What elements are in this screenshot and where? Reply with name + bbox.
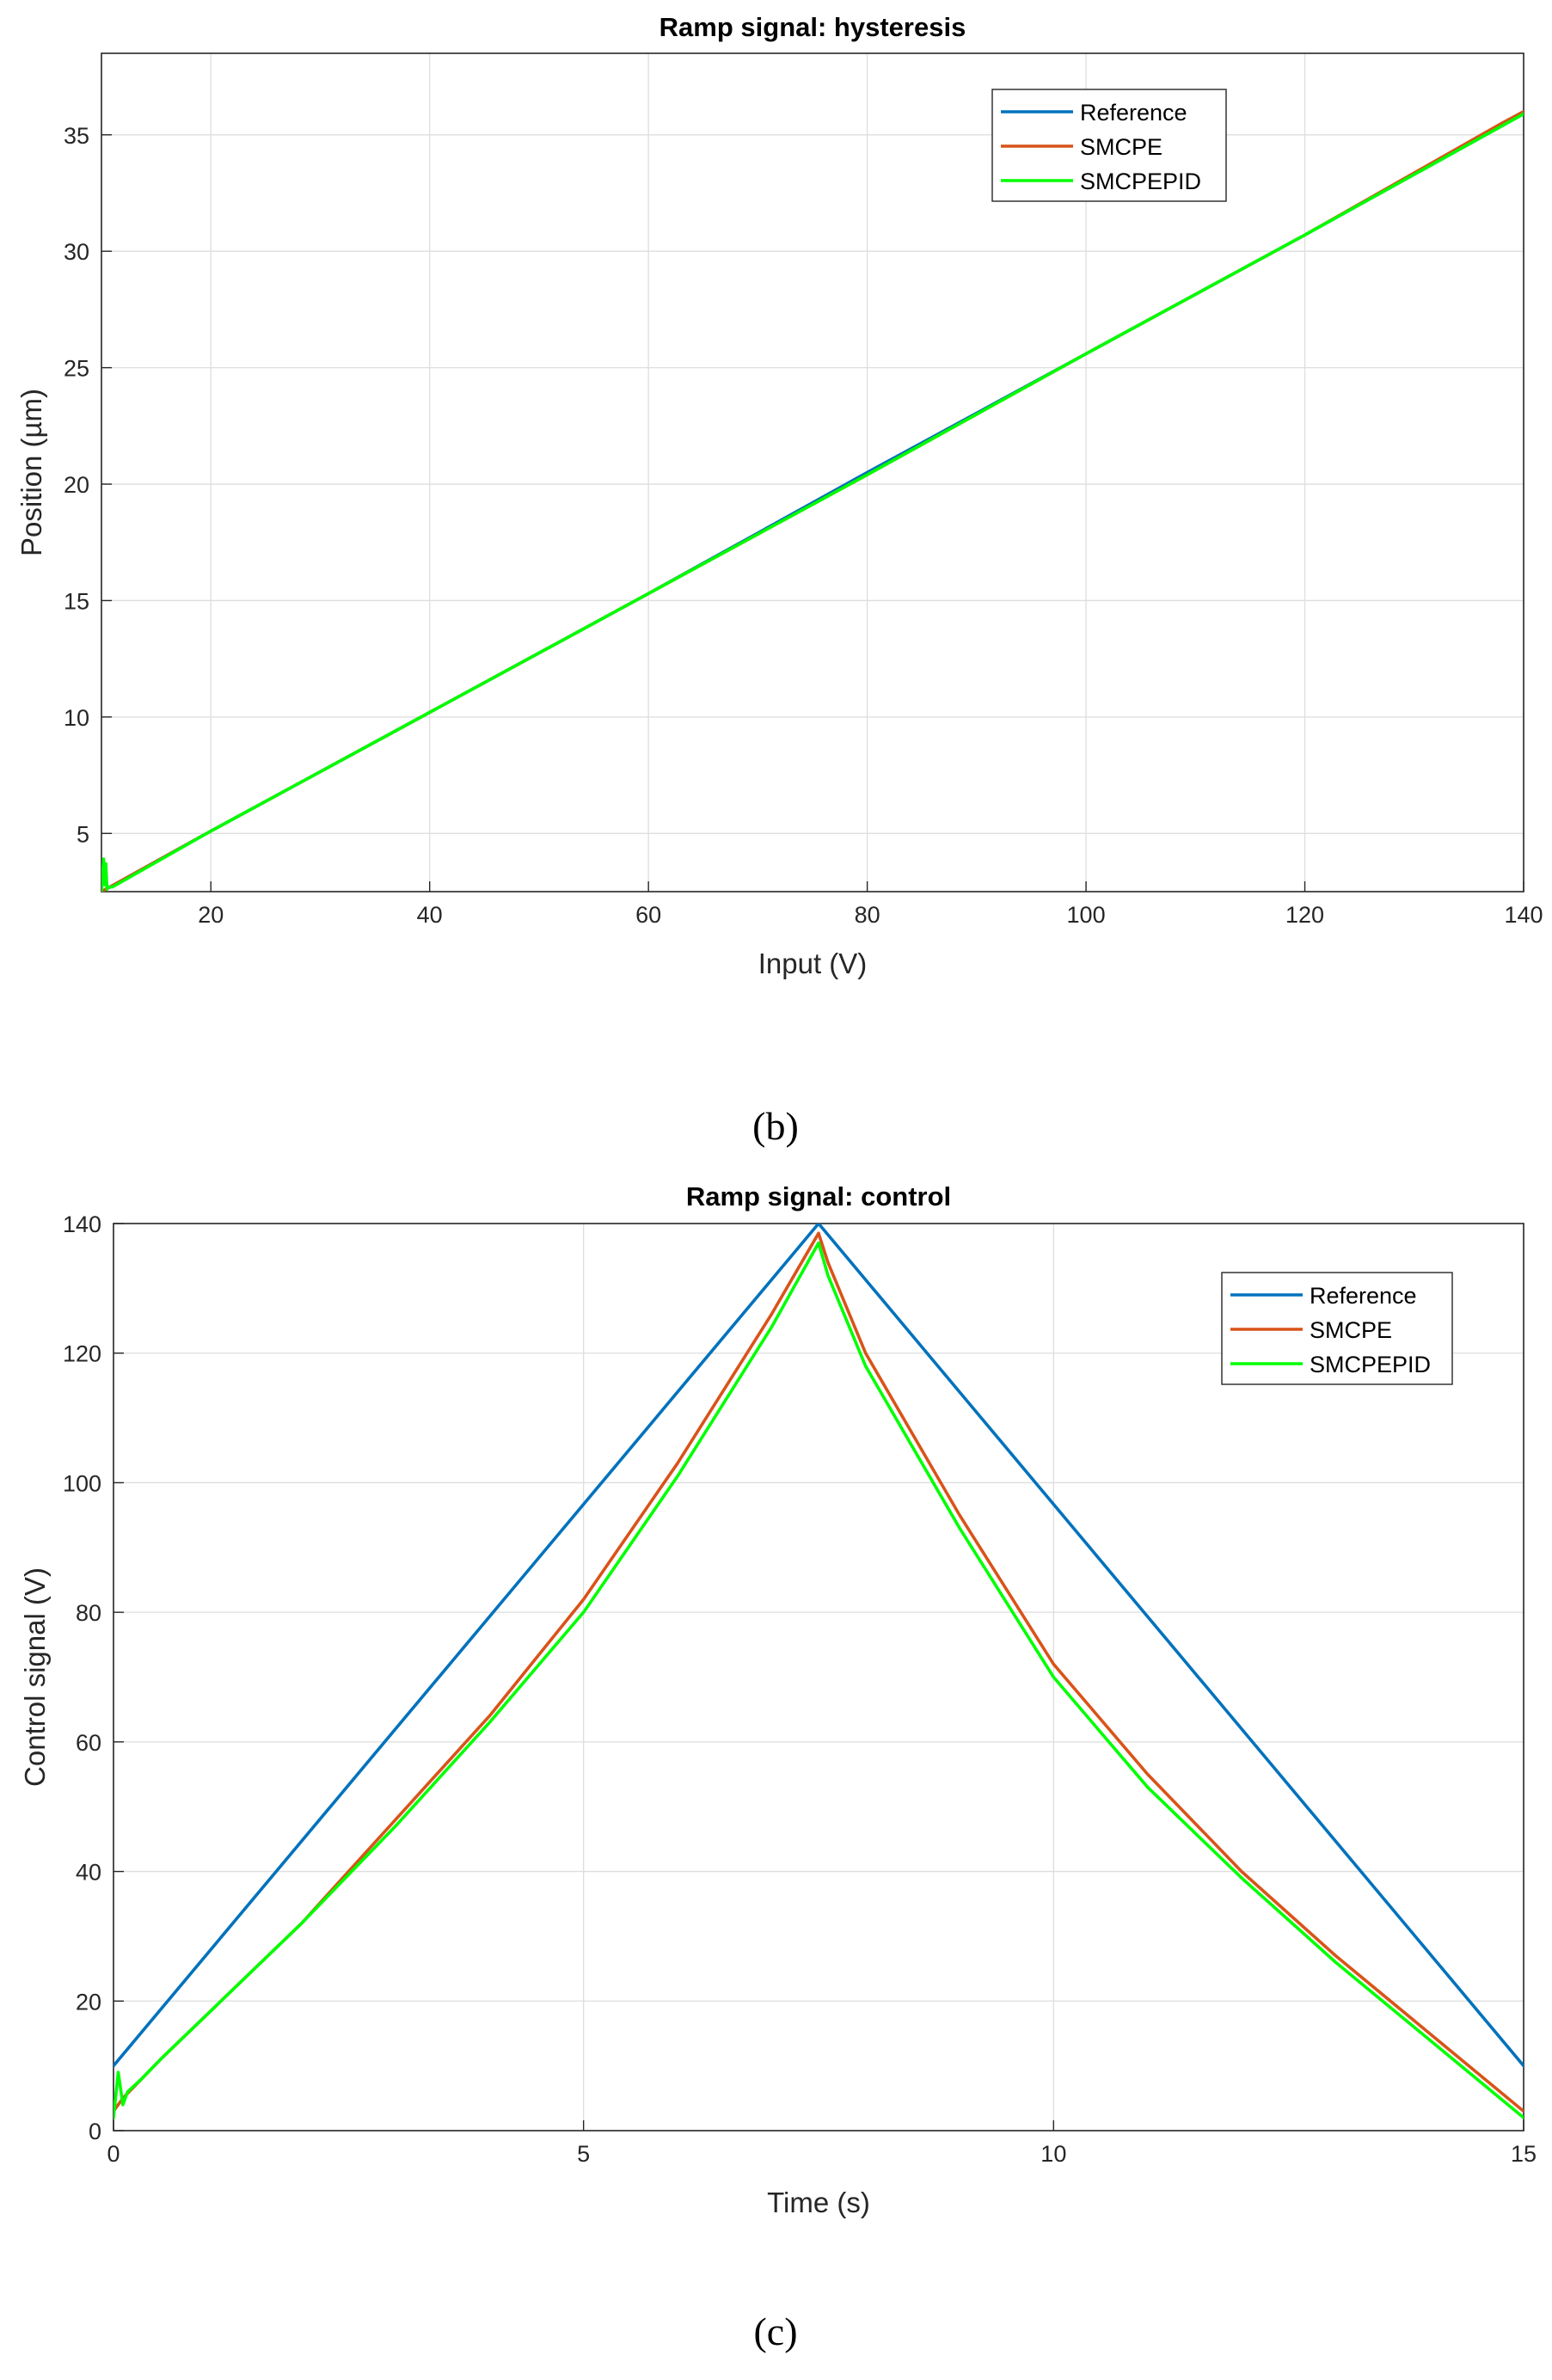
hysteresis-legend-label-smcpepid: SMCPEPID [1080,169,1201,194]
control-legend-label-smcpepid: SMCPEPID [1310,1352,1431,1377]
hysteresis-y-tick-label: 25 [64,356,89,382]
hysteresis-x-tick-label: 60 [635,902,661,928]
control-series-reference [113,1224,1524,2068]
hysteresis-legend: Reference SMCPE SMCPEPID [991,89,1227,202]
caption-b: (b) [752,1104,799,1148]
hysteresis-x-tick-label: 140 [1504,902,1543,928]
caption-c: (c) [753,2309,797,2353]
hysteresis-x-tick-label: 100 [1067,902,1106,928]
control-chart-title: Ramp signal: control [686,1181,951,1211]
hysteresis-legend-label-reference: Reference [1080,100,1187,126]
hysteresis-y-tick-label: 15 [64,588,89,614]
hysteresis-x-tick-label: 40 [417,902,443,928]
hysteresis-axes-box [101,52,1524,892]
control-x-tick-label: 5 [577,2141,590,2167]
control-y-tick-label: 60 [76,1730,101,1756]
hysteresis-y-axis-label: Position (µm) [15,389,47,556]
control-legend: Reference SMCPE SMCPEPID [1221,1272,1453,1385]
control-y-tick-label: 40 [76,1860,101,1886]
control-x-tick-label: 0 [107,2141,120,2167]
control-legend-label-reference: Reference [1310,1283,1417,1309]
control-series-smcpepid [113,1241,1524,2119]
control-chart: 0 5 10 15 0 20 40 60 80 100 120 140 Ramp signal: co… [19,1181,1537,2218]
hysteresis-x-tick-label: 20 [198,902,224,928]
hysteresis-x-tick-label: 80 [855,902,880,928]
hysteresis-x-axis-label: Input (V) [758,948,868,979]
control-x-axis-label: Time (s) [767,2187,870,2218]
hysteresis-chart: 20 40 60 80 100 120 140 5 10 15 20 25 30 35 Ramp sign… [15,12,1543,979]
hysteresis-legend-label-smcpe: SMCPE [1080,134,1162,160]
hysteresis-chart-title: Ramp signal: hysteresis [659,12,966,42]
hysteresis-y-tick-label: 35 [64,123,89,149]
hysteresis-x-tick-label: 120 [1285,902,1324,928]
hysteresis-y-tick-label: 5 [77,821,89,847]
control-y-tick-label: 120 [63,1341,101,1367]
control-legend-label-smcpe: SMCPE [1310,1317,1392,1343]
hysteresis-y-tick-label: 20 [64,472,89,498]
hysteresis-y-tick-label: 10 [64,705,89,731]
control-y-axis-label: Control signal (V) [19,1567,51,1787]
hysteresis-series-smcpepid [101,112,1524,892]
control-y-tick-label: 140 [63,1211,101,1237]
control-x-tick-label: 15 [1511,2141,1537,2167]
control-y-tick-label: 100 [63,1470,101,1496]
hysteresis-y-tick-label: 30 [64,239,89,265]
control-y-tick-label: 80 [76,1600,101,1626]
control-y-tick-label: 0 [89,2119,101,2144]
control-y-tick-label: 20 [76,1989,101,2015]
control-x-tick-label: 10 [1040,2141,1066,2167]
